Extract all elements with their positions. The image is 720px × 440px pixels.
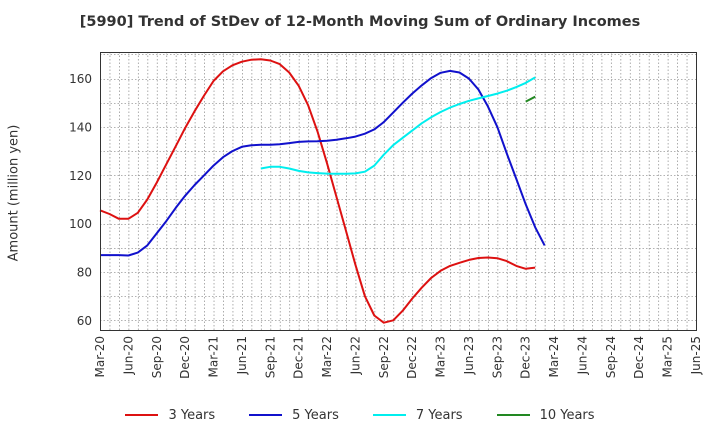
series-line-5-years [100, 69, 546, 257]
x-tick-label: Dec-20 [178, 336, 192, 379]
legend-item: 7 Years [372, 407, 463, 423]
x-tick-label: Jun-21 [235, 336, 249, 375]
series-line-10-years [525, 95, 536, 103]
x-tick-label: Sep-22 [377, 336, 391, 378]
x-tick-label: Mar-23 [434, 336, 448, 377]
x-tick-label: Sep-21 [263, 336, 277, 378]
x-tick-label: Jun-22 [348, 336, 362, 375]
series-line-3-years [99, 58, 536, 324]
y-tick-label: 160 [69, 72, 92, 86]
x-tick-labels: Mar-20 Jun-20 Sep-20 Dec-20 Mar-21 Jun-21 Sep-… [93, 336, 703, 379]
x-tick-label: Dec-22 [405, 336, 419, 379]
legend-label: 10 Years [539, 407, 595, 423]
chart-title: [5990] Trend of StDev of 12-Month Moving… [79, 14, 641, 30]
series-line-7-years [260, 76, 536, 175]
x-tick-label: Mar-25 [661, 336, 675, 377]
legend: 3 Years 5 Years 7 Years 10 Years [0, 406, 720, 424]
legend-label: 5 Years [292, 407, 339, 423]
x-tick-label: Dec-21 [292, 336, 306, 379]
legend-item: 5 Years [249, 408, 339, 423]
y-tick-labels: 60 80 100 120 140 160 [69, 72, 92, 328]
x-tick-label: Mar-20 [93, 336, 107, 377]
x-tick-label: Sep-24 [604, 336, 618, 378]
x-tick-label: Jun-23 [462, 336, 476, 375]
x-tick-label: Mar-24 [547, 336, 561, 377]
x-tick-label: Jun-24 [575, 336, 589, 375]
x-tick-label: Dec-23 [519, 336, 533, 379]
legend-swatch [249, 414, 283, 416]
legend-label: 7 Years [415, 407, 463, 423]
x-tick-label: Mar-21 [207, 336, 221, 377]
plot-frame [100, 52, 697, 331]
x-tick-label: Sep-20 [150, 336, 164, 378]
legend-item: 10 Years [496, 407, 595, 423]
legend-item: 3 Years [125, 408, 215, 423]
y-tick-label: 100 [69, 217, 92, 231]
x-tick-label: Jun-20 [121, 336, 135, 375]
legend-label: 3 Years [168, 407, 216, 423]
y-tick-label: 60 [77, 314, 92, 328]
series-layer [99, 58, 546, 324]
y-tick-label: 120 [69, 169, 92, 183]
x-tick-label: Sep-23 [490, 336, 504, 378]
legend-swatch [496, 414, 530, 416]
y-tick-label: 140 [69, 120, 92, 134]
y-tick-label: 80 [77, 265, 92, 279]
x-tick-label: Mar-22 [320, 336, 334, 377]
legend-swatch [372, 414, 406, 416]
x-tick-label: Dec-24 [632, 336, 646, 379]
legend-swatch [125, 414, 159, 416]
x-tick-label: Jun-25 [689, 336, 703, 375]
